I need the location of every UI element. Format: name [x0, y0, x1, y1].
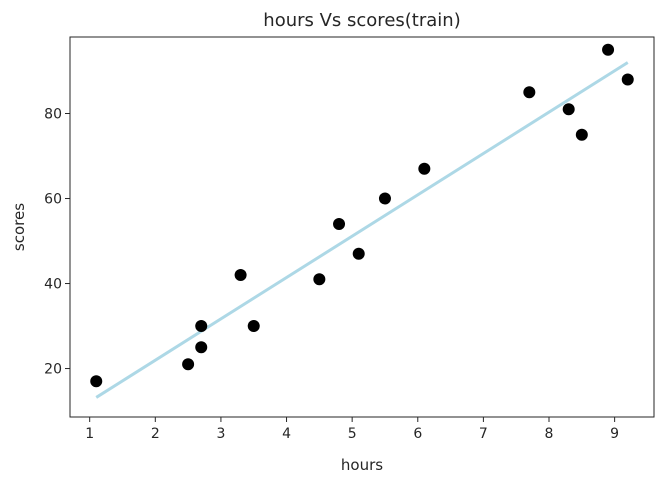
data-point [562, 103, 575, 116]
plot-frame [69, 36, 655, 418]
data-point [195, 341, 208, 354]
data-point [313, 273, 326, 286]
data-point [575, 128, 588, 141]
data-point [418, 162, 431, 175]
x-tick-label: 2 [151, 426, 160, 442]
data-point [523, 86, 536, 99]
data-point [247, 320, 260, 333]
x-tick-label: 4 [282, 426, 291, 442]
chart-title: hours Vs scores(train) [263, 10, 460, 31]
data-point [333, 218, 346, 231]
ticks-layer: 1 2 3 4 5 6 7 8 9 20 40 60 80 [44, 107, 619, 442]
data-point [195, 320, 208, 333]
x-tick-label: 5 [348, 426, 357, 442]
y-axis-label: scores [10, 203, 28, 251]
x-tick-label: 8 [545, 426, 554, 442]
data-point [378, 192, 391, 205]
y-tick-label: 60 [44, 192, 62, 208]
x-tick-label: 3 [216, 426, 225, 442]
data-point [352, 247, 365, 260]
data-point [621, 73, 634, 86]
data-point [602, 43, 615, 56]
x-tick-label: 7 [479, 426, 488, 442]
x-tick-label: 9 [610, 426, 619, 442]
x-tick-label: 6 [413, 426, 422, 442]
data-point [90, 375, 103, 388]
data-point [182, 358, 195, 371]
regression-line-layer [95, 61, 629, 399]
y-tick-label: 40 [44, 277, 62, 293]
data-point [234, 269, 247, 282]
x-tick-label: 1 [85, 426, 94, 442]
regression-line [95, 61, 629, 399]
y-tick-label: 20 [44, 362, 62, 378]
x-axis-label: hours [341, 456, 383, 474]
y-tick-label: 80 [44, 107, 62, 123]
points-layer [90, 43, 634, 388]
